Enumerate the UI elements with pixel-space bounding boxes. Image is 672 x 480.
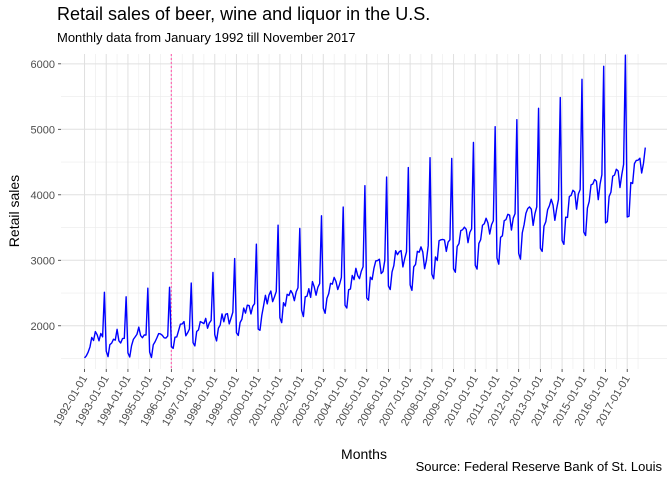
y-tick-label: 5000 xyxy=(31,124,55,136)
y-tick-label: 4000 xyxy=(31,190,55,202)
x-axis-title: Months xyxy=(341,446,387,462)
chart-caption: Source: Federal Reserve Bank of St. Loui… xyxy=(415,459,662,474)
series-layer xyxy=(83,54,646,359)
series-line xyxy=(83,54,646,359)
y-tick-label: 2000 xyxy=(31,321,55,333)
y-axis-title: Retail sales xyxy=(6,175,22,247)
grid-minor xyxy=(61,54,667,369)
chart-subtitle: Monthly data from January 1992 till Nove… xyxy=(57,30,356,45)
x-axis: 1992-01-011993-01-011994-01-011995-01-01… xyxy=(52,369,633,428)
chart-title: Retail sales of beer, wine and liquor in… xyxy=(57,4,431,24)
y-tick-label: 6000 xyxy=(31,59,55,71)
y-tick-label: 3000 xyxy=(31,255,55,267)
y-axis: 2000 3000 4000 5000 6000 xyxy=(31,59,61,333)
